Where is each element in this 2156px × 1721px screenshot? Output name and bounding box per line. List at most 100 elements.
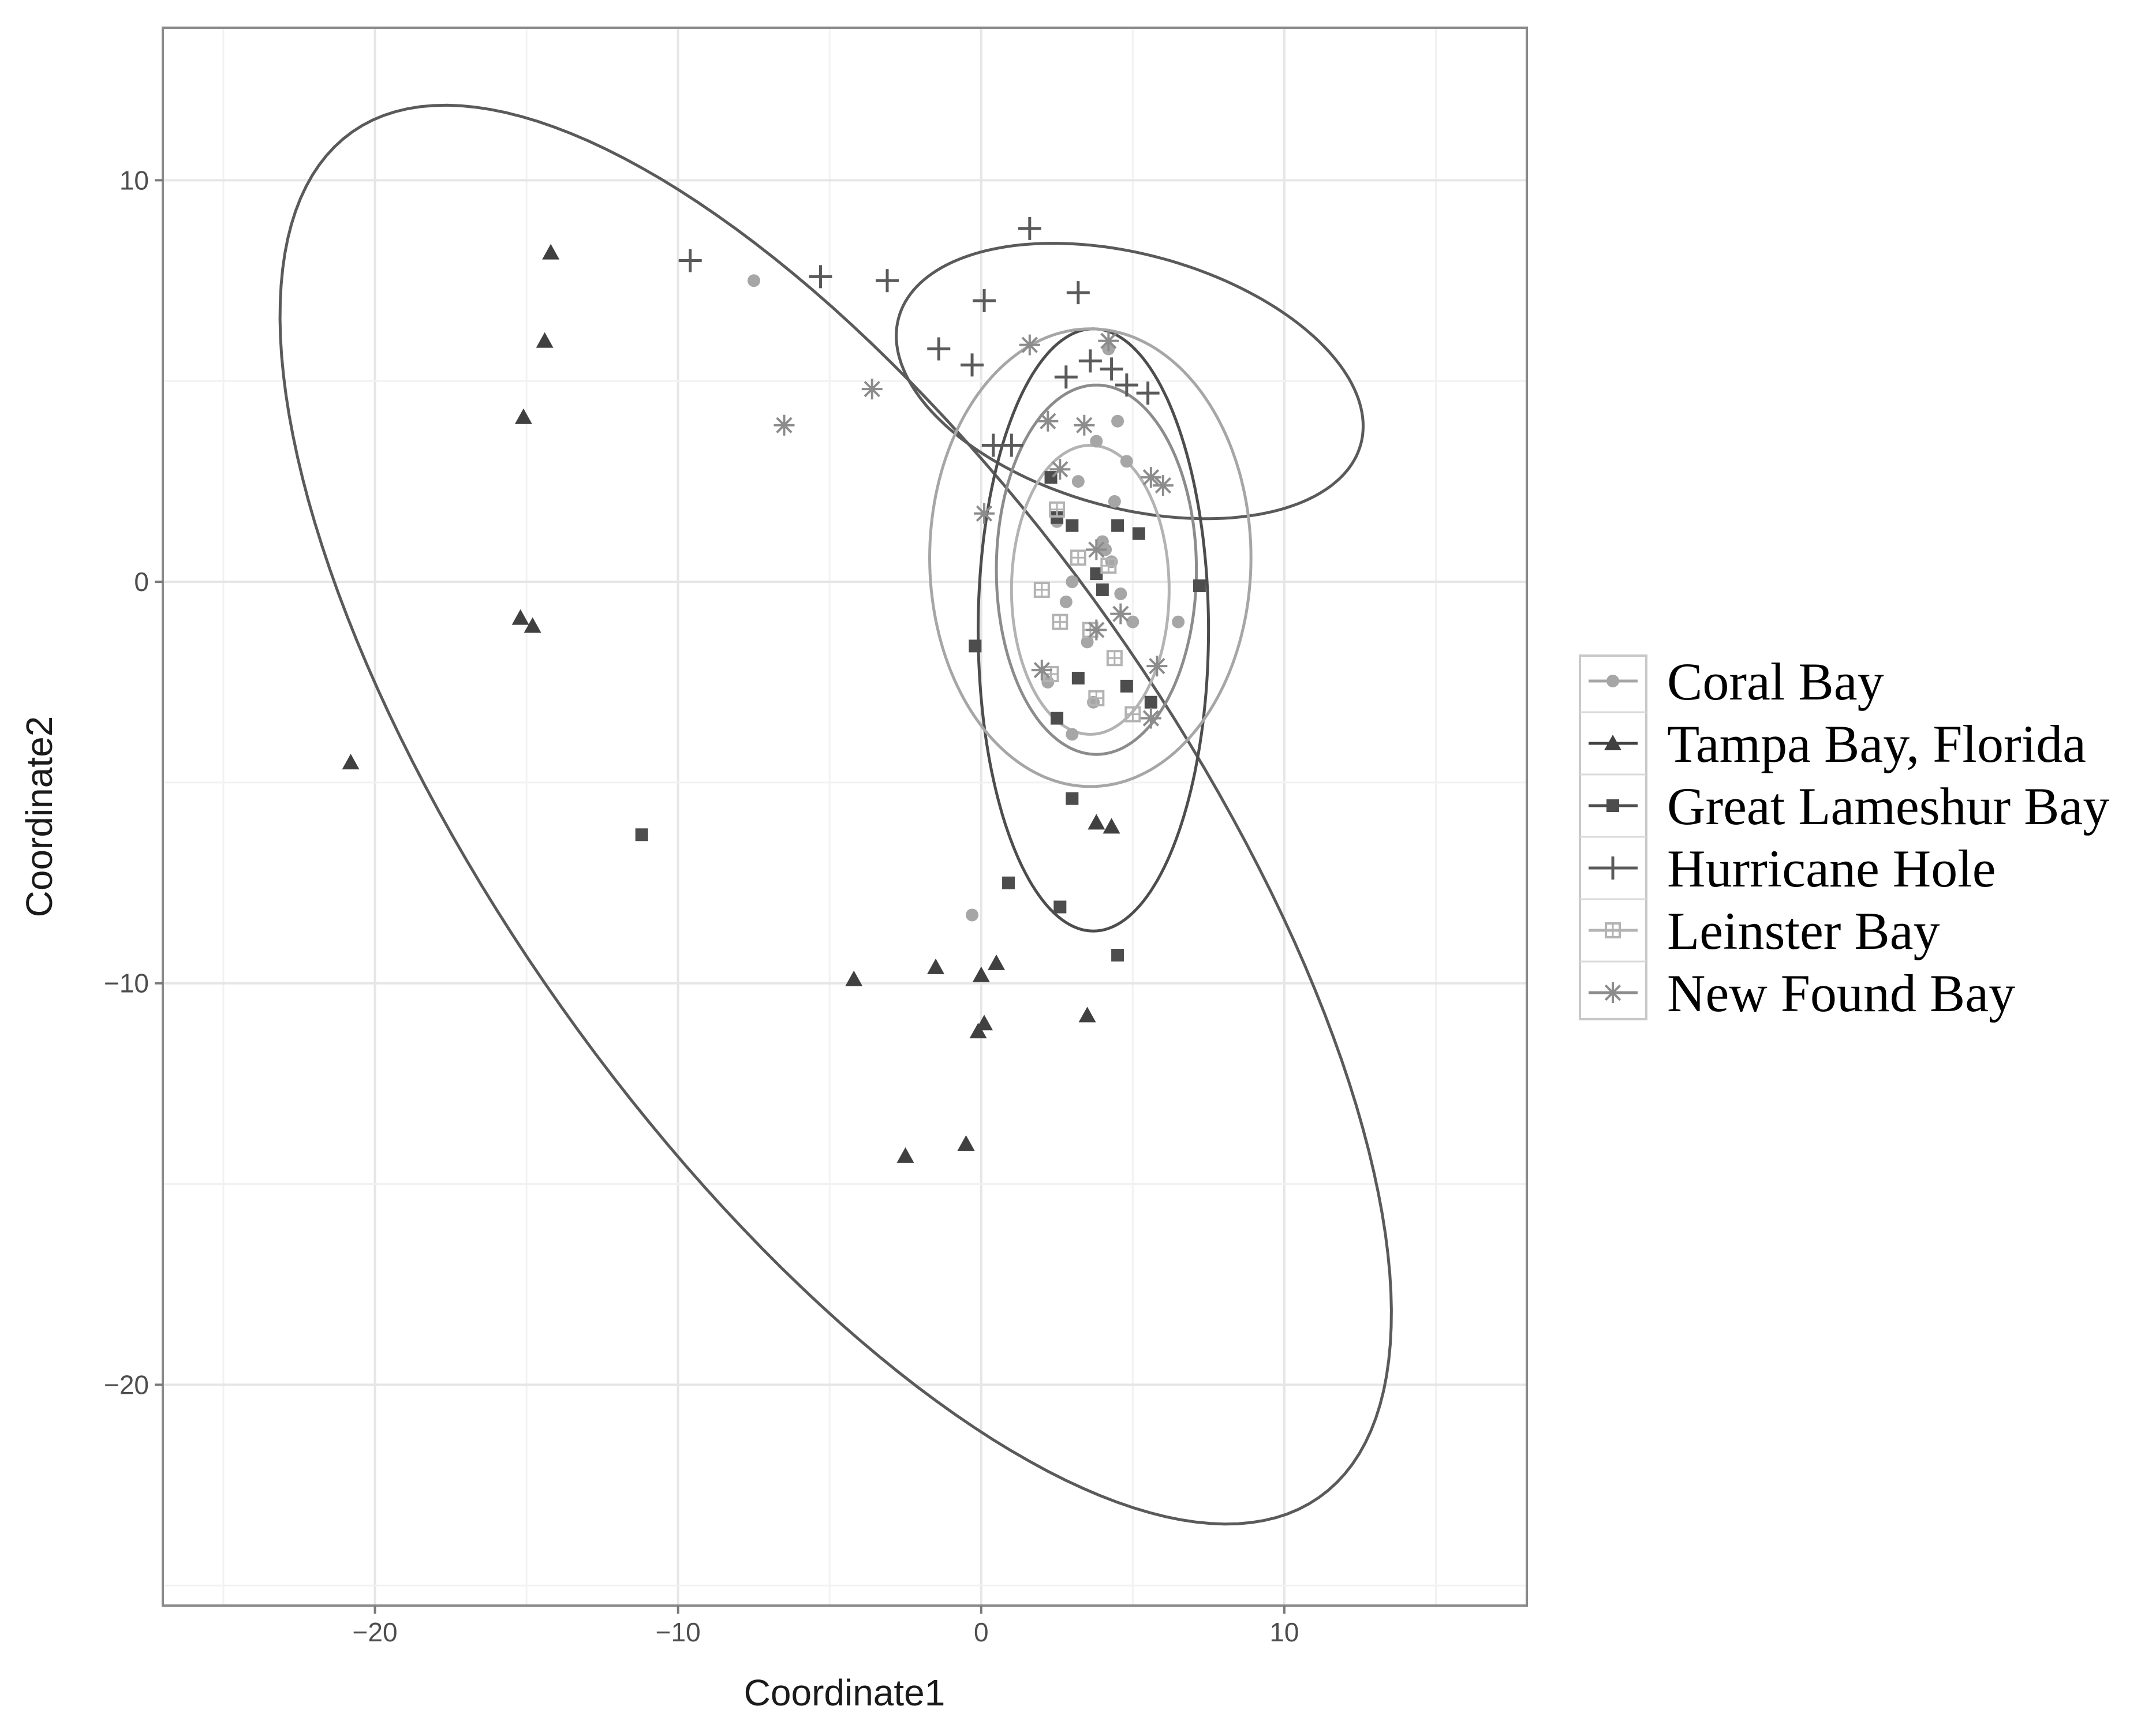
data-point-coral-bay <box>747 274 760 287</box>
data-point-great-lameshur-bay <box>1002 876 1015 889</box>
data-point-new-found-bay <box>1049 459 1071 480</box>
data-point-coral-bay <box>966 908 979 922</box>
data-point-new-found-bay <box>774 414 795 436</box>
data-point-coral-bay <box>1071 475 1085 488</box>
data-point-hurricane-hole <box>961 353 984 377</box>
data-point-hurricane-hole <box>678 249 702 272</box>
data-point-new-found-bay <box>1037 410 1059 432</box>
legend-key-marker <box>1606 675 1619 687</box>
data-point-coral-bay <box>1066 728 1079 741</box>
data-point-leinster-bay <box>1106 650 1123 667</box>
data-point-great-lameshur-bay <box>1066 519 1079 532</box>
data-point-great-lameshur-bay <box>1096 583 1109 596</box>
y-tick-label: 0 <box>134 567 149 597</box>
data-point-tampa-bay-florida <box>896 1147 914 1163</box>
series-new-found-bay <box>774 330 1174 729</box>
marker-cross <box>1606 923 1620 937</box>
data-point-new-found-bay <box>1086 539 1107 560</box>
data-point-tampa-bay-florida <box>845 970 863 986</box>
data-point-new-found-bay <box>1140 467 1161 488</box>
data-point-great-lameshur-bay <box>969 639 982 653</box>
data-point-tampa-bay-florida <box>511 609 529 625</box>
legend-key-marker <box>1606 799 1619 812</box>
marker-cross <box>1050 502 1064 517</box>
data-point-great-lameshur-bay <box>1111 519 1124 532</box>
plot-panel <box>163 28 1527 1606</box>
data-point-tampa-bay-florida <box>536 332 554 348</box>
legend-label: Leinster Bay <box>1667 901 1940 960</box>
data-point-great-lameshur-bay <box>1132 527 1145 540</box>
confidence-ellipse <box>976 327 1210 933</box>
data-point-coral-bay <box>1090 435 1103 448</box>
data-point-leinster-bay <box>1052 613 1068 630</box>
data-point-tampa-bay-florida <box>972 966 990 982</box>
data-point-great-lameshur-bay <box>1066 792 1079 805</box>
data-point-hurricane-hole <box>1100 357 1123 381</box>
data-point-tampa-bay-florida <box>927 958 945 974</box>
legend-key-marker <box>1605 922 1621 938</box>
series-leinster-bay <box>1033 501 1141 723</box>
data-point-new-found-bay <box>1152 475 1174 496</box>
data-point-hurricane-hole <box>1000 433 1023 457</box>
x-tick-label: 0 <box>974 1617 989 1647</box>
y-axis-ticks: 10 0 −10 −20 <box>104 165 163 1400</box>
data-point-great-lameshur-bay <box>1051 712 1064 725</box>
x-axis-title: Coordinate1 <box>744 1672 946 1713</box>
data-point-leinster-bay <box>1070 549 1086 566</box>
data-point-tampa-bay-florida <box>1103 818 1120 834</box>
data-point-tampa-bay-florida <box>957 1135 975 1151</box>
data-point-coral-bay <box>1059 595 1073 608</box>
data-point-hurricane-hole <box>1054 365 1078 389</box>
marker-cross <box>1053 615 1067 629</box>
data-point-hurricane-hole <box>1018 216 1041 240</box>
data-point-coral-bay <box>1066 575 1079 589</box>
y-axis-title: Coordinate2 <box>18 716 60 918</box>
data-point-tampa-bay-florida <box>969 1023 987 1039</box>
data-point-new-found-bay <box>1146 656 1168 677</box>
data-point-tampa-bay-florida <box>524 617 541 633</box>
data-point-coral-bay <box>1108 495 1121 508</box>
data-point-new-found-bay <box>1098 330 1119 351</box>
confidence-ellipse <box>278 103 1393 1526</box>
data-point-hurricane-hole <box>927 337 951 361</box>
legend-label: New Found Bay <box>1667 964 2015 1023</box>
x-tick-label: −10 <box>656 1617 701 1647</box>
data-point-leinster-bay <box>1049 501 1066 518</box>
data-point-tampa-bay-florida <box>514 408 532 424</box>
legend-key-marker <box>1602 982 1623 1003</box>
confidence-ellipse <box>895 242 1365 521</box>
legend-label: Hurricane Hole <box>1667 839 1996 898</box>
data-point-leinster-bay <box>1100 558 1117 574</box>
legend-label: Tampa Bay, Florida <box>1667 714 2086 773</box>
legend-key-marker <box>1601 856 1624 880</box>
data-point-new-found-bay <box>1110 603 1131 624</box>
data-point-tampa-bay-florida <box>342 754 360 770</box>
data-point-tampa-bay-florida <box>1088 814 1105 830</box>
x-tick-label: −20 <box>353 1617 398 1647</box>
data-point-coral-bay <box>1114 587 1127 600</box>
data-point-new-found-bay <box>1019 334 1040 356</box>
confidence-ellipses <box>278 103 1393 1526</box>
marker-cross <box>1107 651 1122 665</box>
data-point-leinster-bay <box>1033 581 1050 598</box>
data-point-coral-bay <box>1111 414 1124 428</box>
data-point-new-found-bay <box>861 379 883 400</box>
marker-cross <box>1101 559 1116 573</box>
data-point-hurricane-hole <box>1136 381 1160 405</box>
data-point-hurricane-hole <box>973 289 996 313</box>
data-point-great-lameshur-bay <box>1071 671 1085 684</box>
data-point-tampa-bay-florida <box>1078 1007 1096 1023</box>
confidence-ellipse <box>995 383 1198 756</box>
y-tick-label: 10 <box>119 165 149 195</box>
data-point-coral-bay <box>1081 635 1094 649</box>
data-point-tampa-bay-florida <box>542 244 560 260</box>
data-point-coral-bay <box>1126 615 1139 628</box>
x-tick-label: 10 <box>1269 1617 1299 1647</box>
data-point-new-found-bay <box>1031 660 1052 681</box>
data-point-leinster-bay <box>1088 690 1105 706</box>
marker-cross <box>1089 691 1104 705</box>
legend-label: Coral Bay <box>1667 652 1884 711</box>
legend-key-marker <box>1604 735 1621 750</box>
legend-label: Great Lameshur Bay <box>1667 777 2109 836</box>
